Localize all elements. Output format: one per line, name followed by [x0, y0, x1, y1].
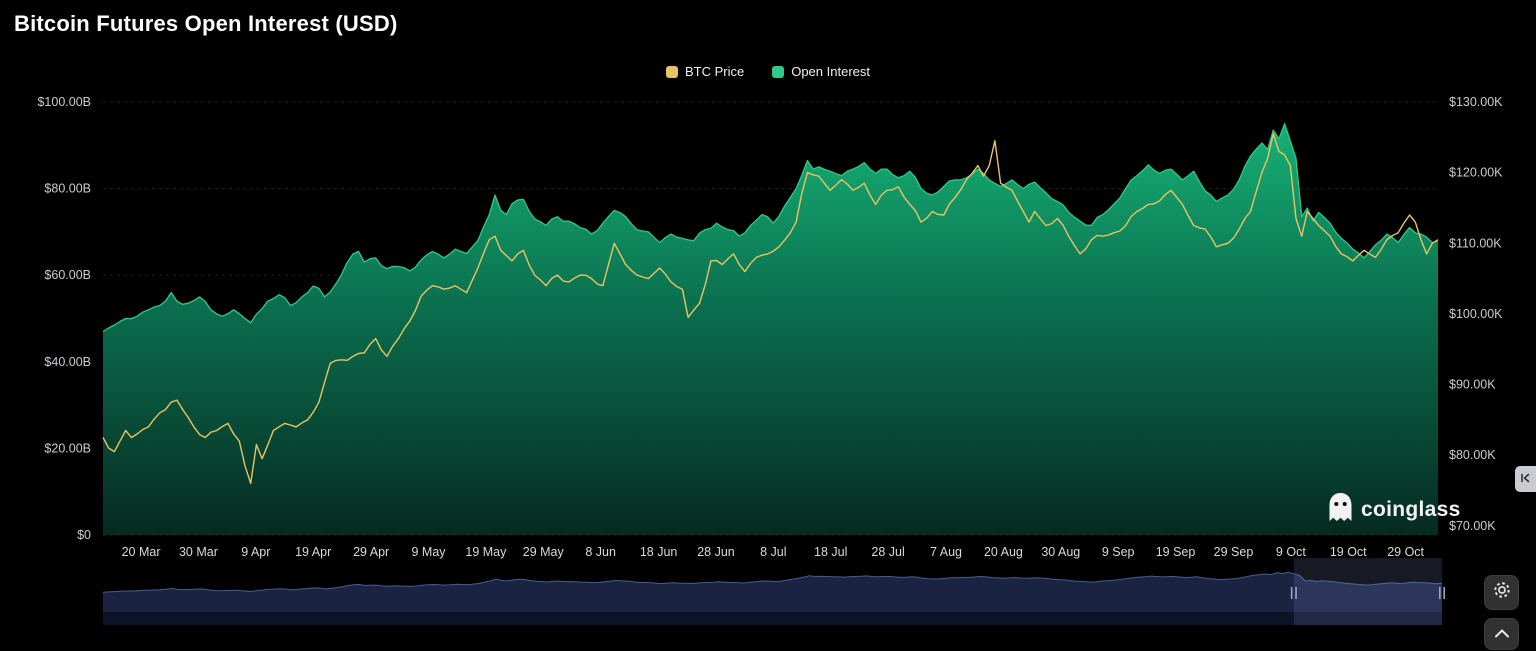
right-axis-tick-label: $130.00K: [1449, 95, 1503, 109]
right-axis: $70.00K $80.00K $90.00K $100.00K $110.00K $12…: [1449, 95, 1503, 533]
open-interest-swatch-icon: [772, 65, 785, 78]
legend-label-btc-price: BTC Price: [684, 64, 745, 79]
legend: BTC Price Open Interest: [0, 64, 1536, 79]
x-axis-tick-label: 19 May: [465, 545, 507, 559]
open-interest-line: [102, 123, 1439, 333]
navigator-area: [103, 572, 1442, 612]
coinglass-watermark: coinglass: [1327, 492, 1461, 527]
collapse-arrows-icon: [1520, 470, 1532, 488]
x-axis-tick-label: 30 Mar: [179, 545, 218, 559]
right-axis-tick-label: $90.00K: [1449, 378, 1496, 392]
x-axis-tick-label: 19 Sep: [1156, 545, 1196, 559]
right-axis-tick-label: $70.00K: [1449, 519, 1496, 533]
x-axis-tick-label: 7 Aug: [930, 545, 962, 559]
x-axis-tick-label: 18 Jul: [814, 545, 847, 559]
x-axis-tick-label: 29 Sep: [1214, 545, 1254, 559]
x-axis-tick-label: 29 May: [523, 545, 565, 559]
btc-price-swatch-icon: [665, 65, 678, 78]
watermark-text: coinglass: [1361, 497, 1461, 521]
x-axis-tick-label: 19 Apr: [295, 545, 331, 559]
legend-item-btc-price[interactable]: BTC Price: [665, 64, 745, 79]
x-axis-tick-label: 9 Apr: [241, 545, 270, 559]
x-axis-tick-label: 30 Aug: [1041, 545, 1080, 559]
left-axis-tick-label: $60.00B: [44, 268, 91, 282]
right-axis-tick-label: $120.00K: [1449, 166, 1503, 180]
right-axis-tick-label: $80.00K: [1449, 448, 1496, 462]
left-axis: $0 $20.00B $40.00B $60.00B $80.00B $100.00B: [37, 95, 91, 542]
left-axis-tick-label: $0: [77, 528, 91, 542]
navigator-track[interactable]: [103, 612, 1442, 625]
x-axis-tick-label: 28 Jun: [697, 545, 735, 559]
chevron-up-icon: [1494, 625, 1510, 643]
x-axis-tick-label: 19 Oct: [1330, 545, 1367, 559]
x-axis: 20 Mar 30 Mar 9 Apr 19 Apr 29 Apr 9 May 19 May…: [122, 545, 1425, 559]
x-axis-tick-label: 8 Jul: [760, 545, 786, 559]
gear-icon: [1492, 580, 1512, 605]
x-axis-tick-label: 9 Oct: [1276, 545, 1306, 559]
left-axis-tick-label: $100.00B: [37, 95, 91, 109]
left-axis-tick-label: $20.00B: [44, 441, 91, 455]
left-axis-tick-label: $80.00B: [44, 182, 91, 196]
left-axis-tick-label: $40.00B: [44, 355, 91, 369]
x-axis-tick-label: 9 May: [411, 545, 446, 559]
open-interest-area: [103, 123, 1438, 535]
x-axis-tick-label: 29 Apr: [353, 545, 389, 559]
right-axis-tick-label: $100.00K: [1449, 307, 1503, 321]
x-axis-tick-label: 20 Aug: [984, 545, 1023, 559]
navigator-line: [102, 571, 1443, 593]
navigator-selection[interactable]: [1293, 558, 1442, 625]
x-axis-tick-label: 29 Oct: [1387, 545, 1424, 559]
page-title: Bitcoin Futures Open Interest (USD): [14, 11, 398, 36]
x-axis-tick-label: 9 Sep: [1102, 545, 1135, 559]
btc-price-line: [102, 133, 1439, 485]
navigator-handle-right[interactable]: [1439, 587, 1445, 599]
side-panel-toggle[interactable]: [1515, 466, 1536, 492]
scroll-top-button[interactable]: [1484, 618, 1519, 650]
navigator-handle-left[interactable]: [1290, 587, 1297, 599]
legend-item-open-interest[interactable]: Open Interest: [772, 64, 870, 79]
x-axis-tick-label: 28 Jul: [871, 545, 904, 559]
x-axis-tick-label: 20 Mar: [122, 545, 161, 559]
settings-button[interactable]: [1484, 575, 1519, 610]
legend-label-open-interest: Open Interest: [791, 64, 870, 79]
x-axis-tick-label: 8 Jun: [585, 545, 616, 559]
right-axis-tick-label: $110.00K: [1449, 236, 1502, 250]
navigator[interactable]: [102, 558, 1445, 625]
x-axis-tick-label: 18 Jun: [640, 545, 678, 559]
ghost-icon: [1327, 492, 1354, 527]
